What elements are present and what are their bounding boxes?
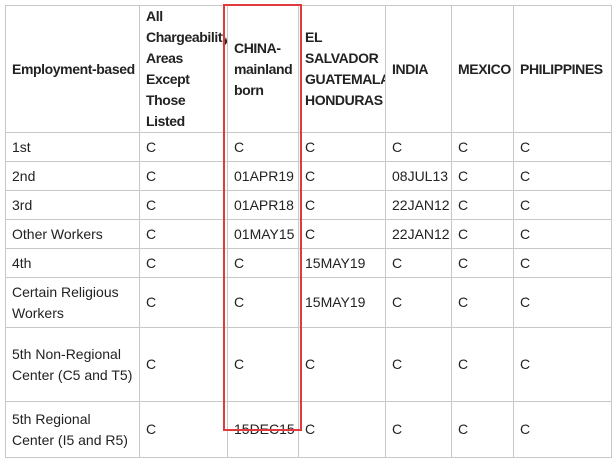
row-label: 4th [5,248,140,278]
date-cell: 15MAY19 [298,248,386,278]
date-cell: C [451,132,514,162]
header-cell: MEXICO [451,5,514,133]
date-cell: C [451,219,514,249]
date-cell: 08JUL13 [385,161,452,191]
date-cell: C [451,190,514,220]
table-row: 5th Regional Center (I5 and R5) C 15DEC15 C… [5,401,612,458]
date-cell: C [139,161,228,191]
date-cell: C [227,132,299,162]
date-cell: C [298,219,386,249]
date-cell: C [513,190,612,220]
date-cell: C [139,277,228,328]
table-row: Certain Religious Workers C C 15MAY19 C C C [5,277,612,328]
date-cell: 15DEC15 [227,401,299,458]
date-cell: 01MAY15 [227,219,299,249]
row-label: 2nd [5,161,140,191]
row-label: 3rd [5,190,140,220]
date-cell: C [513,327,612,402]
date-cell: C [385,277,452,328]
date-cell: C [513,277,612,328]
date-cell: C [513,219,612,249]
date-cell: C [139,219,228,249]
row-label: 5th Non-Regional Center (C5 and T5) [5,327,140,402]
header-cell: PHILIPPINES [513,5,612,133]
header-cell: INDIA [385,5,452,133]
date-cell: C [298,161,386,191]
date-cell: 01APR18 [227,190,299,220]
date-cell: C [298,132,386,162]
date-cell: C [385,327,452,402]
table-row: 5th Non-Regional Center (C5 and T5) C C C C C… [5,327,612,402]
table-row: Other Workers C 01MAY15 C 22JAN12 C C [5,219,612,249]
visa-bulletin-table: Employment-based All Chargeability Areas … [5,5,612,458]
row-label: Certain Religious Workers [5,277,140,328]
header-cell: CHINA-mainland born [227,5,299,133]
date-cell: C [139,132,228,162]
date-cell: C [139,190,228,220]
date-cell: C [513,401,612,458]
table-row: 2nd C 01APR19 C 08JUL13 C C [5,161,612,191]
date-cell: C [139,327,228,402]
date-cell: C [385,132,452,162]
date-cell: C [451,161,514,191]
page: Employment-based All Chargeability Areas … [5,4,612,458]
date-cell: C [513,132,612,162]
date-cell: 22JAN12 [385,190,452,220]
table-body: 1st C C C C C C 2nd C 01APR19 C 08JUL13 C C 3rd C 01APR1… [5,132,612,458]
date-cell: 01APR19 [227,161,299,191]
date-cell: 15MAY19 [298,277,386,328]
header-cell: All Chargeability Areas Except Those Lis… [139,5,228,133]
date-cell: C [298,401,386,458]
header-cell: EL SALVADOR GUATEMALA HONDURAS [298,5,386,133]
date-cell: 22JAN12 [385,219,452,249]
table-row: 3rd C 01APR18 C 22JAN12 C C [5,190,612,220]
header-row: Employment-based All Chargeability Areas … [5,5,612,133]
row-label: 1st [5,132,140,162]
table-row: 4th C C 15MAY19 C C C [5,248,612,278]
date-cell: C [227,277,299,328]
row-label: Other Workers [5,219,140,249]
date-cell: C [139,401,228,458]
table-row: 1st C C C C C C [5,132,612,162]
date-cell: C [513,248,612,278]
date-cell: C [298,327,386,402]
date-cell: C [385,401,452,458]
date-cell: C [451,327,514,402]
date-cell: C [139,248,228,278]
date-cell: C [451,277,514,328]
row-label: 5th Regional Center (I5 and R5) [5,401,140,458]
date-cell: C [227,248,299,278]
date-cell: C [298,190,386,220]
date-cell: C [513,161,612,191]
header-cell: Employment-based [5,5,140,133]
date-cell: C [451,401,514,458]
date-cell: C [451,248,514,278]
date-cell: C [227,327,299,402]
date-cell: C [385,248,452,278]
